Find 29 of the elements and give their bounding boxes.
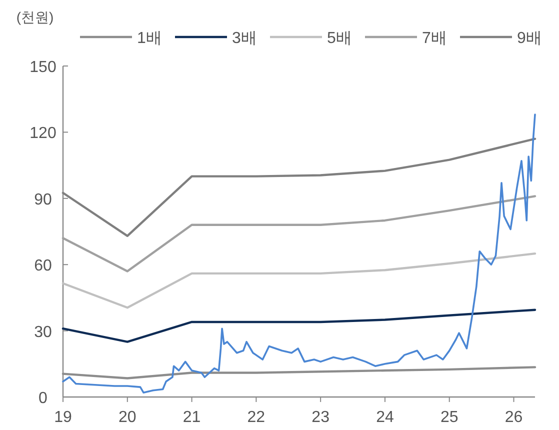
x-tick-label: 25 <box>440 409 458 426</box>
line-series <box>62 195 536 272</box>
legend-label: 7배 <box>422 30 447 47</box>
legend-item: 5배 <box>270 30 352 47</box>
y-tick-label: 0 <box>38 390 48 407</box>
legend-label: 3배 <box>232 30 257 47</box>
legend-label: 5배 <box>327 30 352 47</box>
x-tick-label: 24 <box>376 409 394 426</box>
x-tick-label: 19 <box>54 409 72 426</box>
y-tick-label: 60 <box>34 258 52 275</box>
x-tick-label: 21 <box>182 409 201 426</box>
y-tick-label: 150 <box>30 59 56 76</box>
x-tick-label: 22 <box>247 409 266 426</box>
x-tick-label: 20 <box>118 409 136 426</box>
y-tick-label: 120 <box>30 125 56 142</box>
legend-label: 1배 <box>137 30 162 47</box>
line-series <box>62 308 536 343</box>
legend-item: 9배 <box>460 30 542 47</box>
y-tick-label: 90 <box>34 191 52 208</box>
legend-item: 7배 <box>365 30 447 47</box>
x-tick-label: 26 <box>504 409 523 426</box>
line-series <box>62 252 536 309</box>
y-tick-label: 30 <box>34 324 52 341</box>
legend-item: 1배 <box>80 30 162 47</box>
y-axis-title: (천원) <box>16 9 54 25</box>
legend-item: 3배 <box>175 30 257 47</box>
legend-label: 9배 <box>517 30 542 47</box>
x-tick-label: 23 <box>312 409 330 426</box>
line-series <box>62 114 536 394</box>
